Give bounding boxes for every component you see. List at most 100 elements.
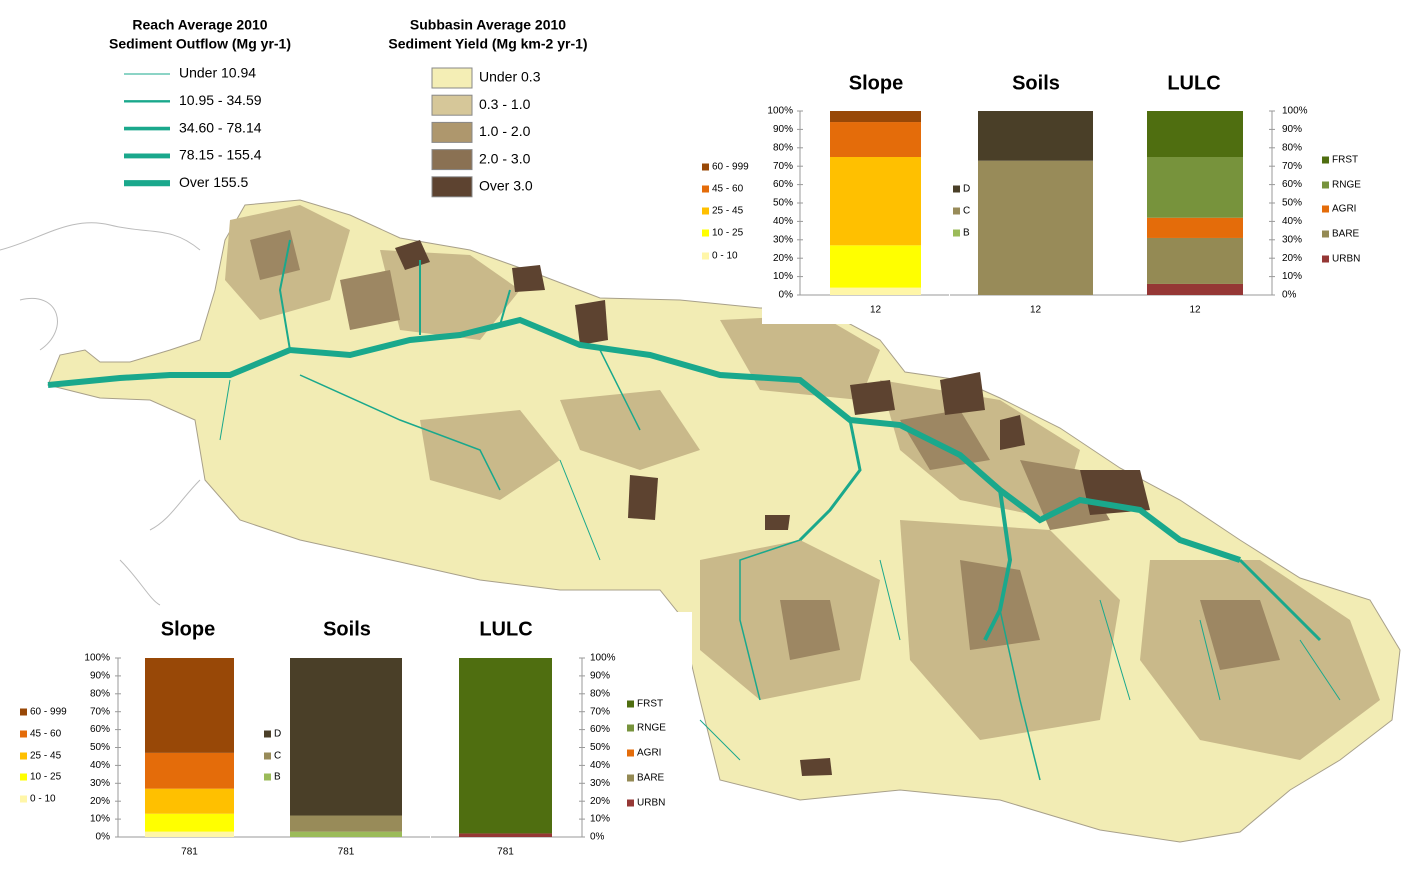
subbasin-legend: Subbasin Average 2010 Sediment Yield (Mg…	[388, 17, 588, 198]
bar-segment	[1147, 217, 1243, 238]
legend-label: D	[274, 729, 281, 740]
legend-label: AGRI	[1332, 204, 1356, 215]
chart: Slope 0% 10% 20% 30% 40% 50% 60% 70% 80% 90% 100% 78…	[20, 618, 262, 858]
legend-label: URBN	[637, 798, 665, 809]
y-tick-label: 40%	[773, 216, 793, 227]
x-tick-label: 781	[181, 847, 198, 858]
y-tick-label: 40%	[590, 760, 610, 771]
y-tick-label: 20%	[590, 796, 610, 807]
legend-label: 0 - 10	[30, 794, 56, 805]
legend-swatch	[702, 252, 709, 260]
bar-segment	[1147, 283, 1243, 295]
bar-segment	[145, 658, 234, 753]
y-tick-label: 60%	[773, 179, 793, 190]
legend-label: 45 - 60	[712, 184, 744, 195]
bar-segment	[830, 245, 921, 288]
y-tick-label: 30%	[1282, 234, 1302, 245]
legend-swatch	[1322, 156, 1329, 164]
legend-label: URBN	[1332, 254, 1360, 265]
y-tick-label: 0%	[590, 832, 605, 843]
y-tick-label: 90%	[1282, 124, 1302, 135]
basemap	[0, 199, 1401, 843]
bar-segment	[978, 111, 1093, 161]
legend-swatch	[627, 799, 634, 807]
bar-segment	[459, 833, 552, 837]
bar-segment	[290, 658, 402, 816]
legend-label: Over 3.0	[479, 178, 533, 194]
y-tick-label: 20%	[773, 253, 793, 264]
y-tick-label: 70%	[90, 706, 110, 717]
y-tick-label: 100%	[1282, 106, 1308, 117]
y-tick-label: 80%	[90, 688, 110, 699]
legend-label: 10.95 - 34.59	[179, 92, 262, 108]
legend-label: 0 - 10	[712, 251, 738, 262]
bar-segment	[145, 788, 234, 814]
bar-segment	[830, 157, 921, 246]
legend-swatch	[431, 149, 473, 171]
legend-swatch	[264, 752, 271, 760]
x-tick-label: 12	[1189, 305, 1201, 316]
x-tick-label: 12	[870, 305, 882, 316]
y-tick-label: 10%	[90, 814, 110, 825]
y-tick-label: 10%	[773, 271, 793, 282]
legend-swatch	[20, 773, 27, 781]
legend-label: Under 0.3	[479, 69, 541, 85]
y-tick-label: 30%	[90, 778, 110, 789]
y-tick-label: 40%	[90, 760, 110, 771]
chart-title: Soils	[1012, 72, 1060, 94]
legend-title: Sediment Yield (Mg km-2 yr-1)	[388, 36, 587, 52]
x-tick-label: 781	[497, 847, 514, 858]
bar-segment	[830, 287, 921, 295]
legend-swatch	[1322, 255, 1329, 263]
legend-label: AGRI	[637, 748, 661, 759]
legend-swatch	[20, 730, 27, 738]
y-tick-label: 50%	[773, 198, 793, 209]
legend-title: Subbasin Average 2010	[410, 17, 566, 33]
legend-label: Over 155.5	[179, 174, 248, 190]
rivers	[47, 239, 1341, 781]
legend-label: 2.0 - 3.0	[479, 150, 531, 166]
bar-segment	[1147, 111, 1243, 157]
y-tick-label: 100%	[590, 653, 616, 664]
y-tick-label: 100%	[84, 653, 110, 664]
y-tick-label: 10%	[590, 814, 610, 825]
y-tick-label: 50%	[90, 742, 110, 753]
bar-segment	[145, 752, 234, 789]
bar-segment	[290, 831, 402, 837]
chart-title: Soils	[323, 618, 371, 640]
legend-label: 60 - 999	[712, 162, 749, 173]
y-tick-label: 10%	[1282, 271, 1302, 282]
y-tick-label: 70%	[590, 706, 610, 717]
y-tick-label: 80%	[1282, 142, 1302, 153]
bar-segment	[1147, 237, 1243, 284]
bar-segment	[830, 111, 921, 123]
legend-label: 0.3 - 1.0	[479, 96, 531, 112]
legend-label: B	[274, 772, 281, 783]
legend-label: 60 - 999	[30, 707, 67, 718]
y-tick-label: 0%	[779, 290, 794, 301]
y-tick-label: 80%	[773, 142, 793, 153]
legend-title: Reach Average 2010	[132, 17, 267, 33]
x-tick-label: 781	[338, 847, 355, 858]
legend-swatch	[264, 773, 271, 781]
y-tick-label: 60%	[1282, 179, 1302, 190]
legend-swatch	[953, 229, 960, 237]
legend-label: Under 10.94	[179, 65, 256, 81]
legend-label: 1.0 - 2.0	[479, 123, 531, 139]
x-tick-label: 12	[1030, 305, 1042, 316]
legend-swatch	[702, 229, 709, 237]
y-tick-label: 20%	[1282, 253, 1302, 264]
legend-swatch	[627, 724, 634, 732]
chart: Soils 781 BCD	[262, 618, 430, 858]
legend-label: FRST	[1332, 155, 1358, 166]
legend-swatch	[627, 749, 634, 757]
legend-label: FRST	[637, 699, 663, 710]
chart-title: Slope	[849, 72, 903, 94]
chart-title: Slope	[161, 618, 215, 640]
legend-swatch	[20, 795, 27, 803]
legend-label: B	[963, 228, 970, 239]
legend-label: BARE	[1332, 229, 1360, 240]
legend-label: 25 - 45	[30, 751, 62, 762]
y-tick-label: 20%	[90, 796, 110, 807]
y-tick-label: 90%	[773, 124, 793, 135]
